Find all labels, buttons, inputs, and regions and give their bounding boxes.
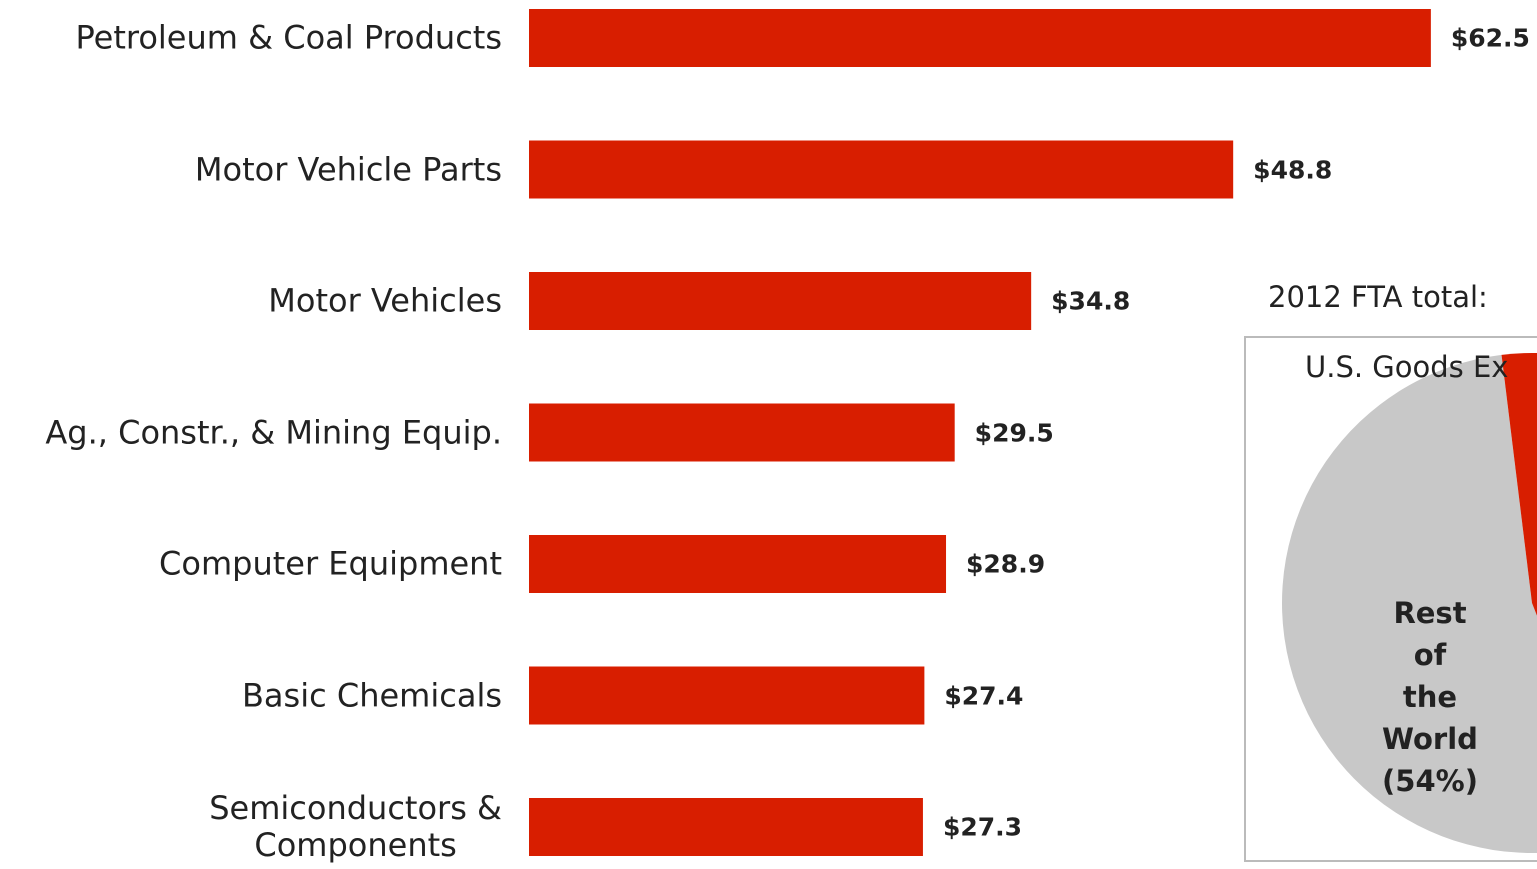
value-label: $34.8 <box>1051 286 1131 316</box>
bar <box>529 140 1234 199</box>
pie-slice <box>1501 353 1537 616</box>
bar <box>529 9 1431 67</box>
pie-slice-label: Rest of the World (54%) <box>1377 592 1484 802</box>
category-label: Petroleum & Coal Products <box>75 18 502 57</box>
value-label: $28.9 <box>966 549 1046 579</box>
category-label: Semiconductors & Components <box>209 789 502 864</box>
slice-value: (54%) <box>1382 764 1478 799</box>
bar <box>529 798 923 856</box>
category-label: Computer Equipment <box>159 544 502 583</box>
value-label: $48.8 <box>1253 155 1333 184</box>
value-label: $27.4 <box>944 681 1024 710</box>
slice-name: Rest of the World <box>1382 595 1478 757</box>
value-label: $27.3 <box>942 812 1023 842</box>
category-label: Motor Vehicle Parts <box>194 150 502 189</box>
bar <box>529 272 1032 330</box>
pie-subtitle: U.S. Goods Ex <box>1305 350 1509 384</box>
category-label: Motor Vehicles <box>268 281 502 320</box>
value-label: $62.5 <box>1450 23 1530 53</box>
pie-slice <box>1282 354 1537 853</box>
pie-title: 2012 FTA total: <box>1268 280 1488 314</box>
bar <box>529 535 947 593</box>
category-label: Ag., Constr., & Mining Equip. <box>45 413 502 452</box>
category-label: Basic Chemicals <box>241 676 502 715</box>
bar <box>529 666 925 725</box>
bar <box>529 403 955 462</box>
value-label: $29.5 <box>974 418 1054 447</box>
